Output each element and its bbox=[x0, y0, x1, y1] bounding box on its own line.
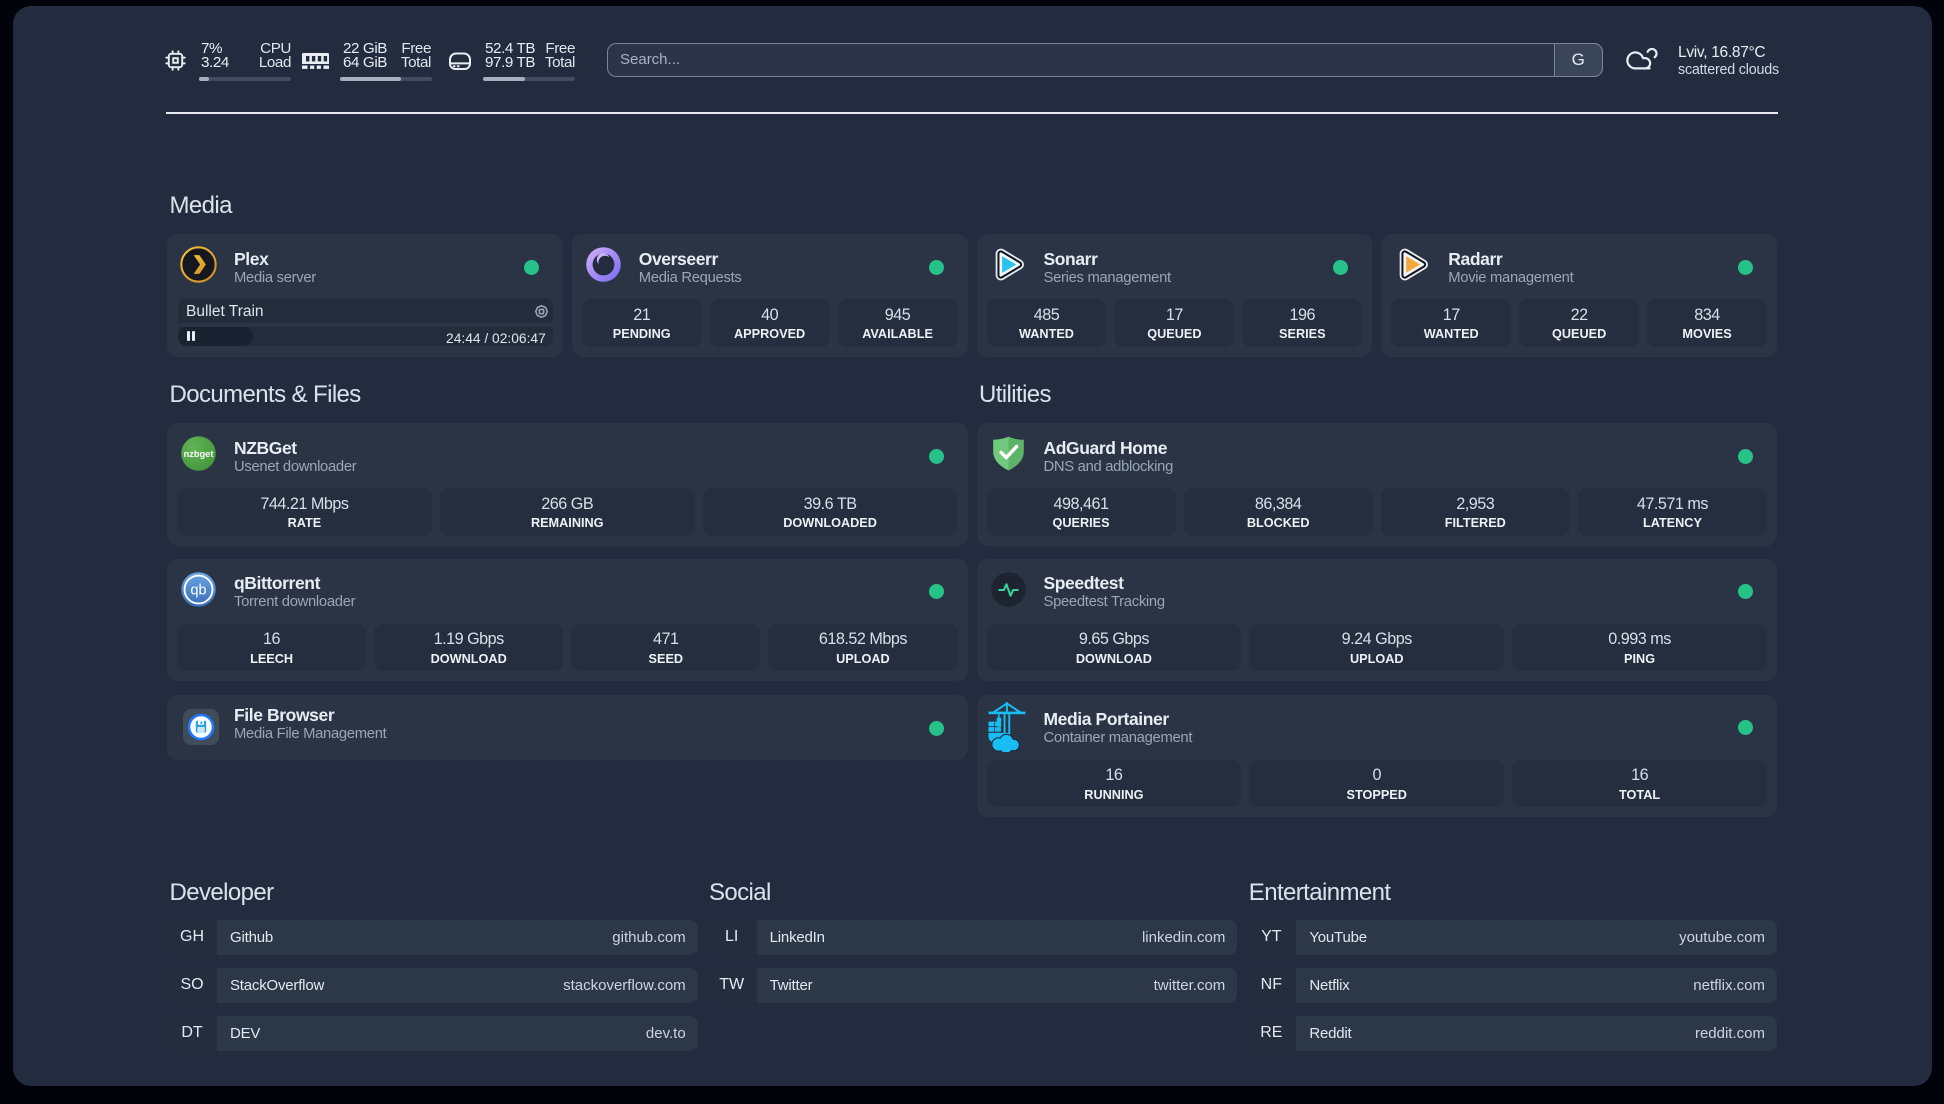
svg-text:nzbget: nzbget bbox=[184, 449, 214, 459]
svg-text:qb: qb bbox=[191, 582, 207, 598]
